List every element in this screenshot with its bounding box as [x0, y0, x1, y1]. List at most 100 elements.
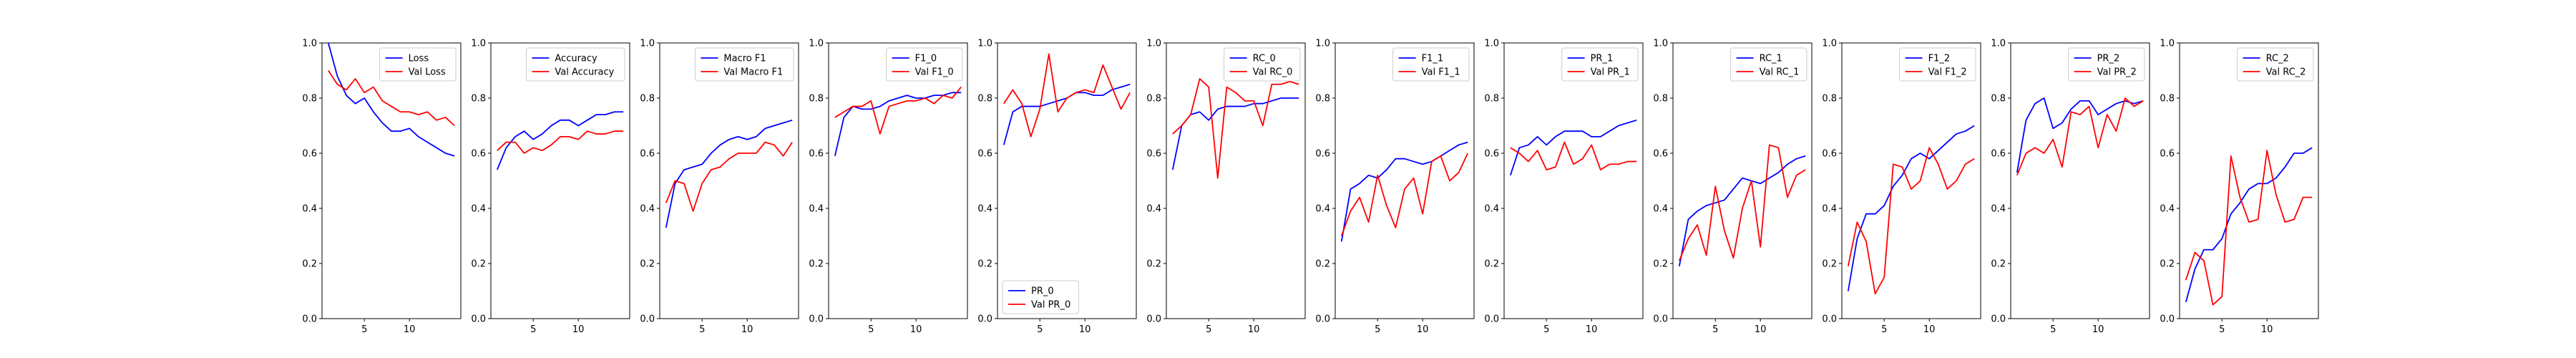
y-tick-label: 0.0 — [1822, 314, 1837, 325]
y-tick-label: 0.0 — [977, 314, 992, 325]
series-line-train — [1002, 83, 1131, 145]
series-line-val — [1847, 147, 1975, 295]
legend-box — [2237, 47, 2314, 82]
legend-label: Val F1_0 — [915, 67, 954, 78]
legend: F1_0 Val F1_0 — [886, 47, 963, 82]
subplot-11: 0.0 0.2 0.4 0.6 0.8 1.0 5 10 PR_2 Val PR_2 — [1991, 39, 2150, 335]
y-tick-label: 0.0 — [1146, 314, 1161, 325]
y-tick-label: 0.8 — [471, 94, 486, 105]
legend-box — [694, 47, 794, 82]
axes-frame — [997, 42, 1137, 319]
y-tick-label: 0.4 — [1653, 204, 1668, 215]
x-tick-label: 5 — [1037, 324, 1043, 335]
legend-label: Val Accuracy — [555, 67, 614, 78]
y-tick-label: 0.8 — [1822, 94, 1837, 105]
legend: PR_2 Val PR_2 — [2068, 47, 2145, 82]
axes-frame — [1166, 42, 1306, 319]
y-tick-label: 0.4 — [1991, 204, 2006, 215]
y-tick-label: 0.4 — [471, 204, 486, 215]
x-tick-label: 10 — [1586, 324, 1598, 335]
legend-label: Val Loss — [409, 67, 446, 78]
y-tick-label: 1.0 — [977, 39, 992, 49]
legend: F1_1 Val F1_1 — [1392, 47, 1470, 82]
series-line-val — [1510, 141, 1637, 171]
subplot-5: 0.0 0.2 0.4 0.6 0.8 1.0 5 10 PR_0 Val PR_0 — [977, 39, 1137, 335]
y-tick-label: 0.0 — [302, 314, 317, 325]
y-tick-label: 0.2 — [1315, 259, 1330, 270]
series-line-val — [497, 130, 624, 154]
x-tick-label: 5 — [699, 324, 705, 335]
legend-label: RC_1 — [1760, 54, 1782, 64]
series-line-train — [1171, 97, 1299, 170]
legend-label: Accuracy — [555, 54, 597, 64]
y-tick-label: 1.0 — [302, 39, 317, 49]
x-tick-label: 10 — [404, 324, 416, 335]
axes-frame — [2010, 42, 2150, 319]
subplot-1: 0.0 0.2 0.4 0.6 0.8 1.0 5 10 Loss Val Loss — [302, 39, 462, 335]
x-tick-label: 10 — [1417, 324, 1429, 335]
subplot-12: 0.0 0.2 0.4 0.6 0.8 1.0 5 10 RC_2 Val RC_2 — [2160, 39, 2319, 335]
y-tick-label: 0.2 — [809, 259, 824, 270]
x-tick-label: 5 — [1881, 324, 1887, 335]
subplot-10: 0.0 0.2 0.4 0.6 0.8 1.0 5 10 F1_2 Val F1_2 — [1822, 39, 1981, 335]
x-tick-label: 5 — [2219, 324, 2225, 335]
y-tick-label: 0.0 — [1653, 314, 1668, 325]
y-tick-label: 0.0 — [1991, 314, 2006, 325]
axes-frame — [1672, 42, 1813, 319]
legend-box — [1002, 280, 1079, 314]
y-tick-label: 0.2 — [1991, 259, 2006, 270]
series-line-train — [2185, 147, 2313, 303]
subplot-6: 0.0 0.2 0.4 0.6 0.8 1.0 5 10 RC_0 Val RC_0 — [1146, 39, 1306, 335]
series-line-val — [834, 87, 962, 135]
y-tick-label: 0.2 — [640, 259, 655, 270]
legend-label: RC_2 — [2266, 54, 2289, 64]
y-tick-label: 0.6 — [2160, 149, 2175, 160]
legend-label: F1_0 — [915, 54, 937, 64]
x-tick-label: 10 — [1755, 324, 1767, 335]
y-tick-label: 0.0 — [2160, 314, 2175, 325]
legend-label: Loss — [409, 54, 429, 64]
x-tick-label: 5 — [868, 324, 874, 335]
legend-box — [379, 47, 457, 82]
series-line-train — [834, 92, 962, 157]
x-tick-label: 5 — [1543, 324, 1549, 335]
y-tick-label: 0.6 — [640, 149, 655, 160]
x-tick-label: 10 — [1079, 324, 1091, 335]
legend-label: RC_0 — [1253, 54, 1276, 64]
legend: Macro F1 Val Macro F1 — [694, 47, 794, 82]
x-tick-label: 10 — [2092, 324, 2104, 335]
legend-label: PR_1 — [1591, 54, 1614, 64]
series-line-train — [1847, 125, 1975, 291]
subplot-2: 0.0 0.2 0.4 0.6 0.8 1.0 5 10 Accuracy Val Accurac… — [471, 39, 630, 335]
axes-frame — [490, 42, 630, 319]
y-tick-label: 1.0 — [1315, 39, 1330, 49]
x-tick-label: 10 — [1923, 324, 1936, 335]
y-tick-label: 0.6 — [1315, 149, 1330, 160]
legend: Accuracy Val Accuracy — [525, 47, 625, 82]
series-line-val — [2016, 97, 2144, 176]
x-tick-label: 5 — [361, 324, 367, 335]
legend-box — [1730, 47, 1807, 82]
y-tick-label: 0.6 — [1991, 149, 2006, 160]
y-tick-label: 1.0 — [640, 39, 655, 49]
legend-label: Val F1_1 — [1422, 67, 1460, 78]
legend-box — [1392, 47, 1470, 82]
y-tick-label: 0.4 — [1315, 204, 1330, 215]
series-line-val — [2185, 150, 2313, 306]
y-tick-label: 0.4 — [1484, 204, 1499, 215]
legend-label: Val RC_2 — [2266, 67, 2306, 78]
series-line-val — [328, 70, 455, 127]
y-tick-label: 0.2 — [471, 259, 486, 270]
legend-label: Macro F1 — [723, 54, 766, 64]
legend: Loss Val Loss — [379, 47, 457, 82]
y-tick-label: 0.0 — [471, 314, 486, 325]
legend-label: Val RC_1 — [1760, 67, 1800, 78]
legend-box — [886, 47, 963, 82]
series-line-val — [665, 141, 793, 212]
legend-box — [1899, 47, 1976, 82]
axes-frame — [1841, 42, 1981, 319]
axes-frame — [321, 42, 462, 319]
y-tick-label: 0.8 — [1653, 94, 1668, 105]
legend-label: Val PR_1 — [1591, 67, 1630, 78]
